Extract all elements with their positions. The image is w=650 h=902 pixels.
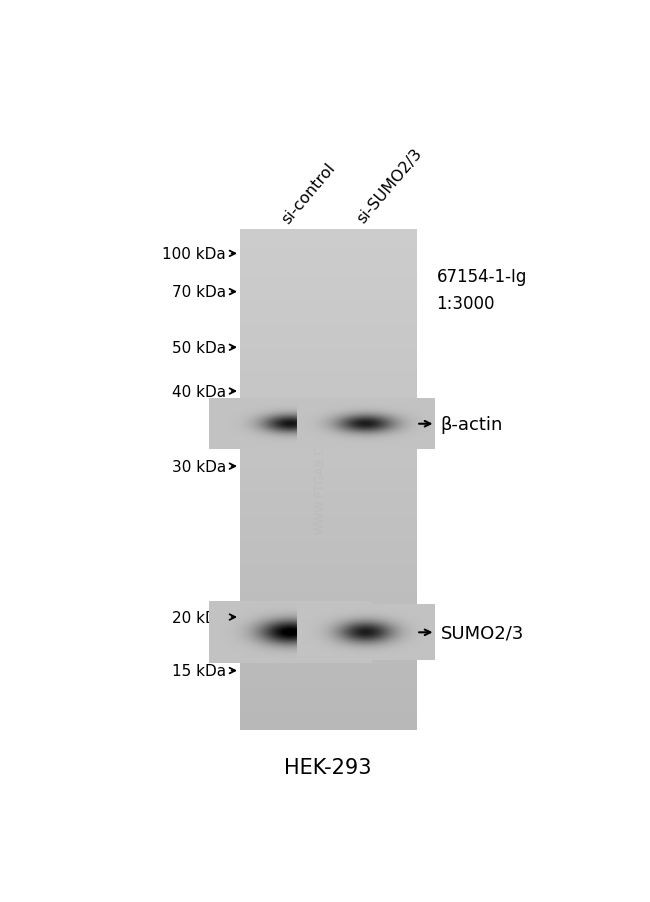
Text: 100 kDa: 100 kDa [162,246,226,262]
Text: si-control: si-control [279,160,338,226]
Text: 70 kDa: 70 kDa [172,285,226,299]
Text: 67154-1-Ig
1:3000: 67154-1-Ig 1:3000 [436,268,526,312]
Text: si-SUMO2/3: si-SUMO2/3 [354,146,425,226]
Text: WWW.PTGAB.COM: WWW.PTGAB.COM [314,426,327,534]
Text: 50 kDa: 50 kDa [172,340,226,355]
Text: 15 kDa: 15 kDa [172,663,226,678]
Text: 40 kDa: 40 kDa [172,384,226,399]
Bar [240,230,416,730]
Text: β-actin: β-actin [441,415,503,433]
Text: HEK-293: HEK-293 [284,758,372,778]
Text: SUMO2/3: SUMO2/3 [441,623,524,641]
Text: 30 kDa: 30 kDa [172,459,226,474]
Text: 20 kDa: 20 kDa [172,610,226,625]
